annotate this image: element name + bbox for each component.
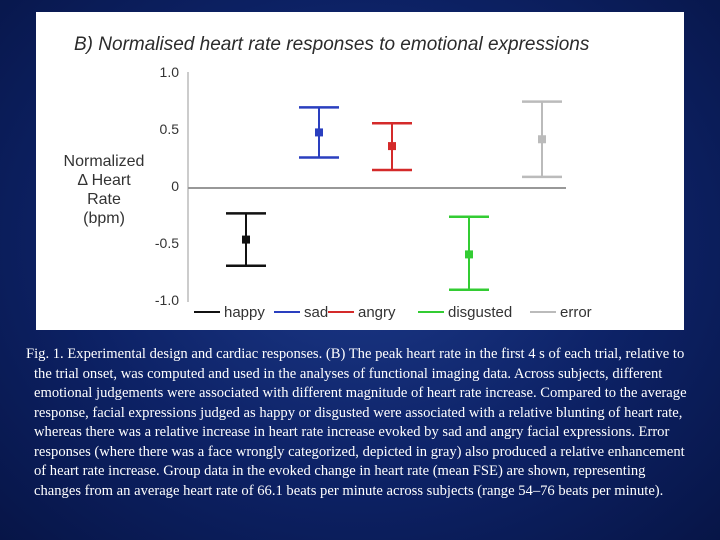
legend-label: sad bbox=[304, 304, 328, 321]
errorbar-sad bbox=[299, 106, 339, 159]
chart: B) Normalised heart rate responses to em… bbox=[64, 34, 592, 321]
errorbar-disgusted bbox=[449, 215, 489, 291]
legend-label: angry bbox=[358, 304, 396, 321]
legend: happy sad angry disgusted error bbox=[194, 304, 592, 321]
errorbar-angry bbox=[372, 122, 412, 172]
errorbar-happy bbox=[226, 212, 266, 268]
chart-title: B) Normalised heart rate responses to em… bbox=[74, 34, 590, 55]
error-bars bbox=[226, 100, 562, 291]
mean-marker bbox=[388, 142, 396, 151]
y-tick-label: -0.5 bbox=[155, 235, 179, 251]
legend-label: disgusted bbox=[448, 304, 512, 321]
y-axis-label-line: Δ Heart bbox=[77, 172, 131, 189]
mean-marker bbox=[538, 135, 546, 144]
y-tick-label: 0 bbox=[171, 178, 179, 194]
y-axis-label-line: (bpm) bbox=[83, 210, 125, 227]
errorbar-error bbox=[522, 100, 562, 179]
figure-panel: B) Normalised heart rate responses to em… bbox=[36, 12, 684, 330]
mean-marker bbox=[242, 235, 250, 244]
mean-marker bbox=[465, 250, 473, 259]
legend-label: error bbox=[560, 304, 592, 321]
y-tick-label: 0.5 bbox=[160, 121, 180, 137]
y-axis-ticks: 1.0 0.5 0 -0.5 -1.0 bbox=[155, 64, 179, 308]
y-tick-label: 1.0 bbox=[160, 64, 180, 80]
y-axis-label-line: Rate bbox=[87, 191, 121, 208]
legend-label: happy bbox=[224, 304, 265, 321]
y-axis-label: Normalized Δ Heart Rate (bpm) bbox=[64, 153, 145, 227]
mean-marker bbox=[315, 128, 323, 137]
figure-caption: Fig. 1. Experimental design and cardiac … bbox=[26, 346, 687, 499]
y-tick-label: -1.0 bbox=[155, 292, 179, 308]
y-axis-label-line: Normalized bbox=[64, 153, 145, 170]
